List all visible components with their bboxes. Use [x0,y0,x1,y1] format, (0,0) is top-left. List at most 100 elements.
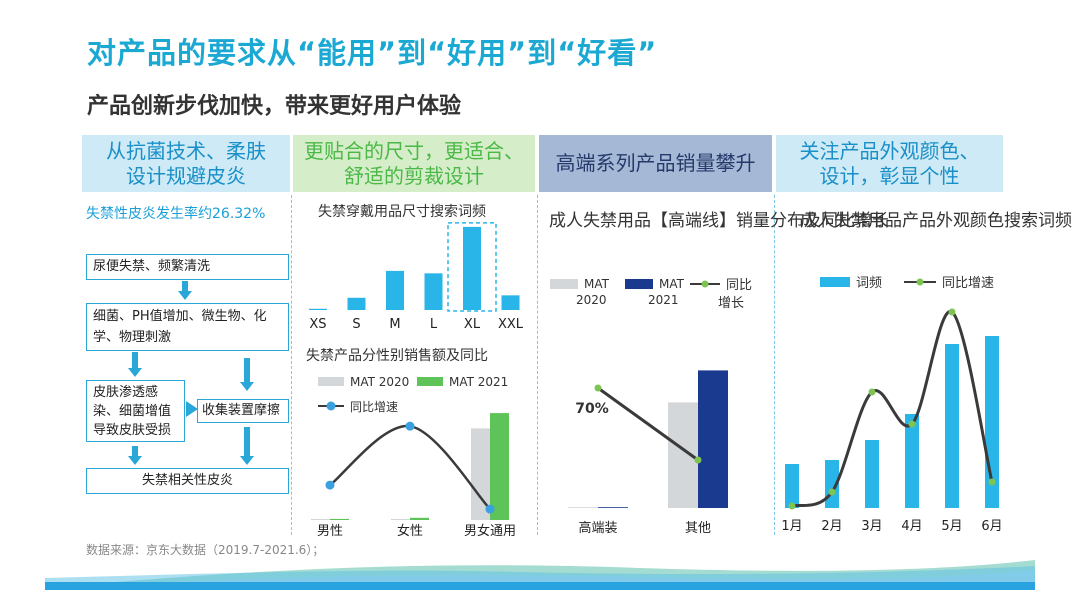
bar-mat-2021 [330,518,349,520]
legend-swatch [417,377,443,386]
bar-mat-2021 [410,517,429,520]
column-header-4-line2: 设计，彰显个性 [819,163,960,188]
bar-mat-2020 [471,428,490,520]
chart-premium-title: 成人失禁用品【高端线】销量分布及同比增长 [549,211,889,231]
bar [865,440,879,508]
wave-decoration [45,560,1035,590]
bar [905,414,919,508]
legend-label: MAT [584,277,610,291]
flow-step-irritants: 细菌、PH值增加、微生物、化学、物理刺激 [86,303,289,351]
arrow-down-icon [178,281,192,300]
legend-swatch [550,279,578,289]
growth-line [791,310,994,508]
bar [463,226,481,310]
x-tick-label: 3月 [861,519,882,534]
x-tick-label: XL [464,317,481,332]
chart-color-search: 词频 同比增速 1月 2月 3月 4月 5月 6月 [781,276,1002,534]
data-source: 数据来源：京东大数据（2019.7-2021.6）； [86,543,325,557]
x-tick-label: 其他 [685,521,711,536]
bar-mat-2021 [698,370,728,508]
growth-line [597,386,699,462]
column-header-3-line1: 高端系列产品销量攀升 [555,151,756,175]
growth-point [988,478,996,486]
legend-label: 同比增速 [942,276,994,291]
flow-step-iad-text: 失禁相关性皮炎 [141,473,233,488]
growth-point [948,308,956,316]
flow-step-incontinence: 尿便失禁、频繁清洗 [86,254,289,280]
column-divider [774,195,775,535]
column-header-1: 从抗菌技术、柔肤 设计规避皮炎 [82,135,290,192]
legend-label: MAT 2020 [350,375,409,389]
bar [501,295,520,310]
growth-line [329,424,491,510]
legend-marker [701,280,709,288]
growth-point [694,456,702,464]
x-tick-label: 男女通用 [464,523,516,539]
x-tick-label: 男性 [317,524,343,539]
x-tick-label: 4月 [901,519,922,534]
arrow-down-icon [240,358,254,391]
column-header-3: 高端系列产品销量攀升 [539,135,772,192]
column-header-4-line1: 关注产品外观颜色、 [799,138,980,163]
bar-mat-2021 [598,507,628,508]
dermatitis-rate-stat: 失禁性皮炎发生率约26.32% [86,206,266,222]
x-tick-label: 2月 [821,519,842,534]
growth-point [828,488,836,496]
column-header-2-line1: 更贴合的尺寸，更适合、 [304,138,524,163]
legend-label: 2020 [576,293,607,307]
legend-label: MAT 2021 [449,375,508,389]
bar-mat-2020 [568,507,598,508]
arrow-down-icon [128,352,142,377]
x-tick-label: M [389,317,400,332]
x-tick-label: XXL [498,317,524,332]
legend-marker [326,401,336,411]
bar [945,344,959,508]
page-subtitle: 产品创新步伐加快，带来更好用户体验 [87,94,462,119]
x-tick-label: L [430,317,438,332]
chart-gender-title: 失禁产品分性别销售额及同比 [306,348,488,364]
growth-point [594,384,602,392]
legend-label: 增长 [718,296,744,311]
growth-point [325,480,335,490]
bar [424,273,443,310]
column-divider [537,195,538,535]
x-tick-label: 5月 [941,519,962,534]
column-header-2-line2: 舒适的剪裁设计 [344,163,484,188]
x-tick-label: S [352,317,360,332]
chart-size-search: XS S M L XL XXL [309,222,524,332]
bar [347,297,366,310]
growth-point [485,504,495,514]
arrow-down-icon [240,427,254,465]
x-tick-label: 6月 [981,519,1002,534]
column-header-4: 关注产品外观颜色、 设计，彰显个性 [776,135,1003,192]
legend-label: 同比增速 [350,400,398,414]
x-tick-label: 高端装 [578,520,617,536]
legend-label: 同比 [726,278,752,293]
bar [386,270,404,310]
bar-mat-2021 [490,413,509,520]
flow-step-incontinence-text: 尿便失禁、频繁清洗 [93,259,211,274]
arrow-down-icon [128,446,142,465]
flow-step-irritants-text: 细菌、PH值增加、微生物、化学、物理刺激 [93,309,267,345]
bar [309,308,327,310]
highlight-box [447,222,497,312]
page-title: 对产品的要求从“能用”到“好用”到“好看” [87,36,658,70]
column-header-1-line2: 设计规避皮炎 [126,163,246,188]
bar [785,464,799,508]
growth-point [908,420,916,428]
column-header-2: 更贴合的尺寸，更适合、 舒适的剪裁设计 [293,135,535,192]
chart-color-title: 成人失禁用品产品外观颜色搜索词频 [800,211,1072,231]
x-tick-label: 1月 [781,519,802,534]
column-header-1-line1: 从抗菌技术、柔肤 [106,138,266,163]
arrow-right-icon [186,401,198,417]
growth-point [868,388,876,396]
column-divider [291,195,292,535]
legend-swatch [625,279,653,289]
x-tick-label: XS [309,317,326,332]
legend-swatch [318,377,344,386]
chart-size-title: 失禁穿戴用品尺寸搜索词频 [318,204,486,220]
legend-label: 2021 [648,293,679,307]
flow-step-skin-damage-text: 皮肤渗透感染、细菌增值导致皮肤受损 [93,385,172,438]
